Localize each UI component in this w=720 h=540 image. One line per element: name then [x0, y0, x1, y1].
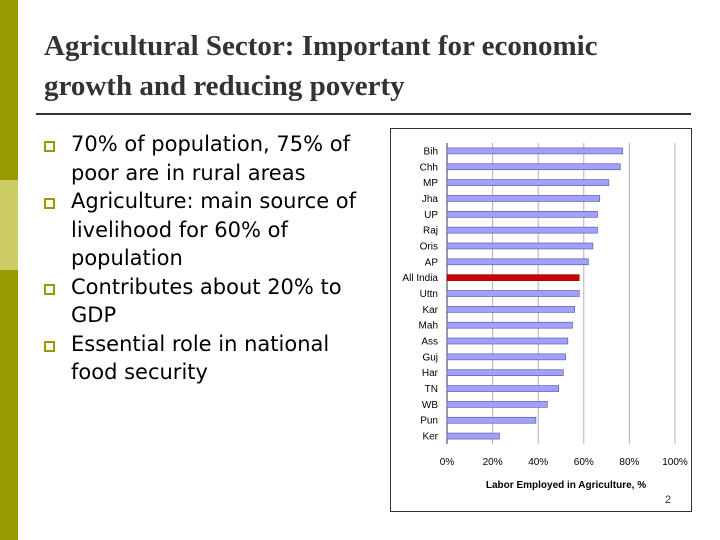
bar — [446, 290, 580, 297]
x-axis-title: Labor Employed in Agriculture, % — [486, 480, 646, 491]
bullet-text: Contributes about 20% to GDP — [71, 274, 342, 328]
category-label: Har — [422, 368, 439, 379]
x-tick-label: 60% — [574, 457, 594, 468]
x-tick-label: 100% — [662, 457, 688, 468]
category-label: Pun — [420, 416, 438, 427]
category-label: Ass — [421, 337, 438, 348]
square-bullet-icon — [44, 198, 55, 209]
category-label: Bih — [424, 146, 438, 157]
bullet-list: 70% of population, 75% of poor are in ru… — [44, 130, 364, 387]
bullet-item: Contributes about 20% to GDP — [44, 273, 364, 330]
slide-title: Agricultural Sector: Important for econo… — [44, 30, 598, 102]
category-label: Kar — [422, 305, 438, 316]
x-tick-label: 20% — [483, 457, 503, 468]
bar — [446, 306, 575, 313]
bar — [446, 242, 594, 250]
category-label: UP — [424, 210, 438, 221]
title-underline — [36, 113, 691, 115]
x-tick-label: 80% — [619, 457, 639, 468]
category-label: MP — [423, 178, 438, 189]
bar — [446, 210, 598, 218]
square-bullet-icon — [44, 141, 55, 152]
bullet-item: 70% of population, 75% of poor are in ru… — [44, 130, 364, 187]
left-accent-segment — [0, 180, 18, 270]
page-number: 2 — [665, 494, 672, 506]
category-label: WB — [422, 400, 438, 411]
category-label: Oris — [420, 241, 438, 252]
bar-chart: 0% 20% 40% 60% 80% 100% Bih Chh MP Jha UP Raj Oris AP… — [402, 143, 688, 491]
bar — [446, 195, 601, 202]
x-tick-label: 40% — [528, 457, 548, 468]
bullet-text: 70% of population, 75% of poor are in ru… — [71, 132, 350, 185]
bullet-item: Agriculture: main source of livelihood f… — [44, 187, 364, 273]
category-label: Raj — [423, 226, 438, 237]
bar — [446, 258, 589, 266]
bar — [446, 416, 537, 424]
category-label: Chh — [420, 162, 438, 173]
category-label: Mah — [419, 321, 438, 332]
category-label: AP — [425, 257, 439, 268]
category-label: Ker — [422, 432, 438, 443]
bar — [446, 337, 569, 345]
left-accent-bar — [0, 0, 18, 540]
bar — [446, 179, 610, 186]
bar — [446, 401, 548, 408]
bar — [446, 321, 573, 329]
category-label: All India — [402, 273, 438, 284]
bar — [446, 385, 560, 392]
square-bullet-icon — [44, 283, 55, 295]
bullet-text: Essential role in national food security — [71, 331, 330, 385]
bullet-item: Essential role in national food security — [44, 330, 364, 387]
x-tick-label: 0% — [440, 457, 455, 468]
category-label: Guj — [422, 352, 438, 363]
bar — [446, 274, 580, 281]
bullet-text: Agriculture: main source of livelihood f… — [71, 189, 357, 270]
category-label: Uttn — [420, 289, 438, 300]
bar — [446, 226, 598, 234]
bar — [446, 353, 566, 361]
category-label: TN — [425, 384, 438, 395]
bar — [446, 432, 500, 440]
square-bullet-icon — [44, 340, 55, 352]
bar — [446, 147, 623, 155]
category-label: Jha — [422, 194, 439, 205]
bar — [446, 163, 621, 171]
chart-frame — [390, 128, 692, 512]
bar — [446, 369, 564, 377]
